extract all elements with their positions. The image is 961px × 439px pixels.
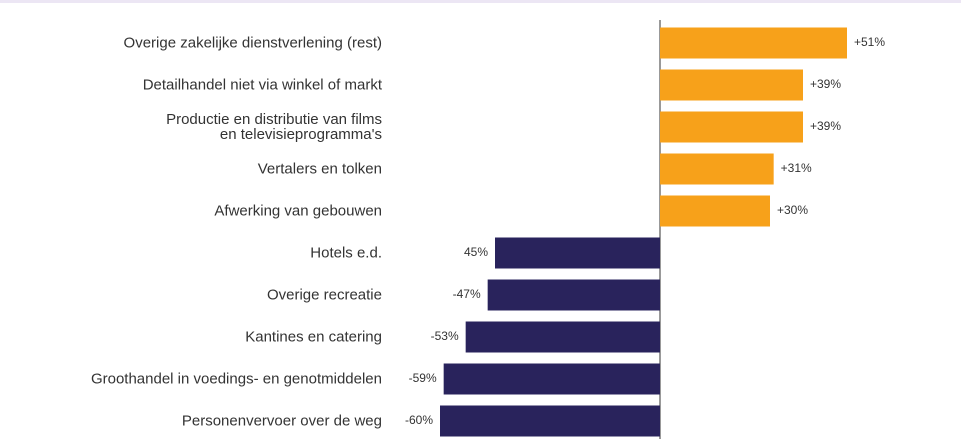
bar [660,27,847,59]
bar [660,69,803,101]
category-label: Groothandel in voedings- en genotmiddele… [90,370,382,388]
category-label: Overige zakelijke dienstverlening (rest) [123,34,382,52]
bar [487,279,660,311]
value-label: +39% [810,77,841,91]
category-label: Hotels e.d. [310,244,382,262]
value-label: +51% [854,35,885,49]
category-label: Kantines en catering [245,328,382,346]
value-label: +30% [777,203,808,217]
top-band [0,0,961,3]
value-label: -59% [409,371,437,385]
category-label: Overige recreatie [266,286,382,304]
value-label: +31% [781,161,812,175]
bar [660,111,803,143]
bar [660,153,774,185]
bar [495,237,660,269]
value-label: +39% [810,119,841,133]
value-label: -47% [453,287,481,301]
value-label: -53% [431,329,459,343]
bar [465,321,660,353]
bar [443,363,660,395]
category-label: Personenvervoer over de weg [181,412,382,430]
bar [440,405,660,437]
value-label: 45% [464,245,488,259]
value-label: -60% [405,413,433,427]
category-label: Detailhandel niet via winkel of markt [142,76,382,94]
category-label: Afwerking van gebouwen [214,202,382,220]
category-label: Productie en distributie van films en te… [166,111,382,143]
bar [660,195,770,227]
category-label: Vertalers en tolken [257,160,382,178]
